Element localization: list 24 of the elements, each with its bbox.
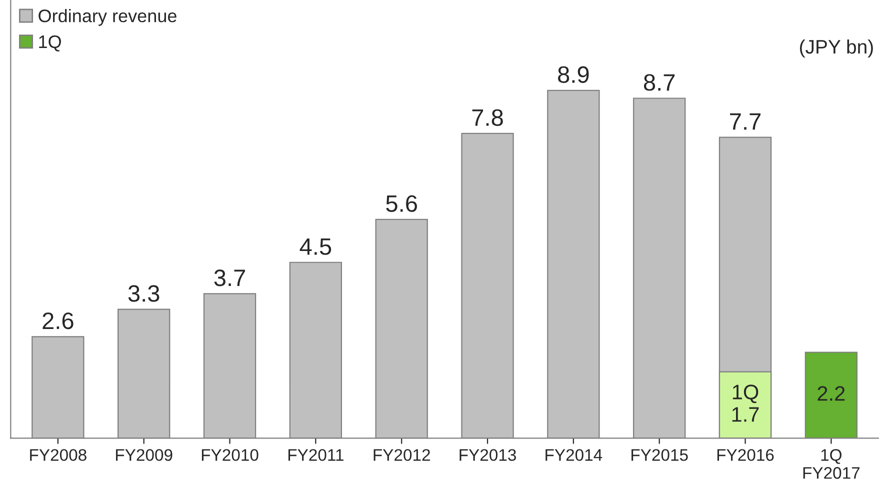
data-label: 3.7 — [214, 269, 245, 286]
x-tick-label: FY2013 — [460, 449, 516, 461]
data-label: 7.8 — [472, 109, 503, 126]
x-tick-label: FY2012 — [374, 449, 430, 461]
data-label: 3.3 — [128, 285, 160, 302]
text: (JPY bn) — [800, 39, 873, 58]
data-label: 8.9 — [558, 66, 589, 83]
x-tick-label: FY2016 — [717, 449, 774, 461]
data-label: 4.5 — [300, 238, 332, 255]
data-label: 7.7 — [730, 113, 760, 130]
x-tick-label: FY2011 — [288, 449, 344, 461]
x-tick-label: FY2010 — [202, 449, 258, 461]
legend-label: Ordinary revenue — [38, 9, 176, 26]
legend-label: 1Q — [39, 35, 61, 52]
x-tick-label: FY2008 — [30, 449, 86, 461]
data-label: 1Q 1.7 — [732, 384, 759, 422]
x-tick-label: 1Q FY2017 — [803, 449, 860, 479]
data-label: 2.2 — [818, 386, 845, 401]
x-tick-label: FY2009 — [116, 449, 172, 461]
x-tick-label: FY2014 — [546, 449, 602, 461]
data-label: 2.6 — [42, 312, 74, 330]
data-label: 8.7 — [644, 74, 675, 91]
data-label: 5.6 — [386, 195, 417, 212]
x-tick-label: FY2015 — [632, 449, 688, 461]
